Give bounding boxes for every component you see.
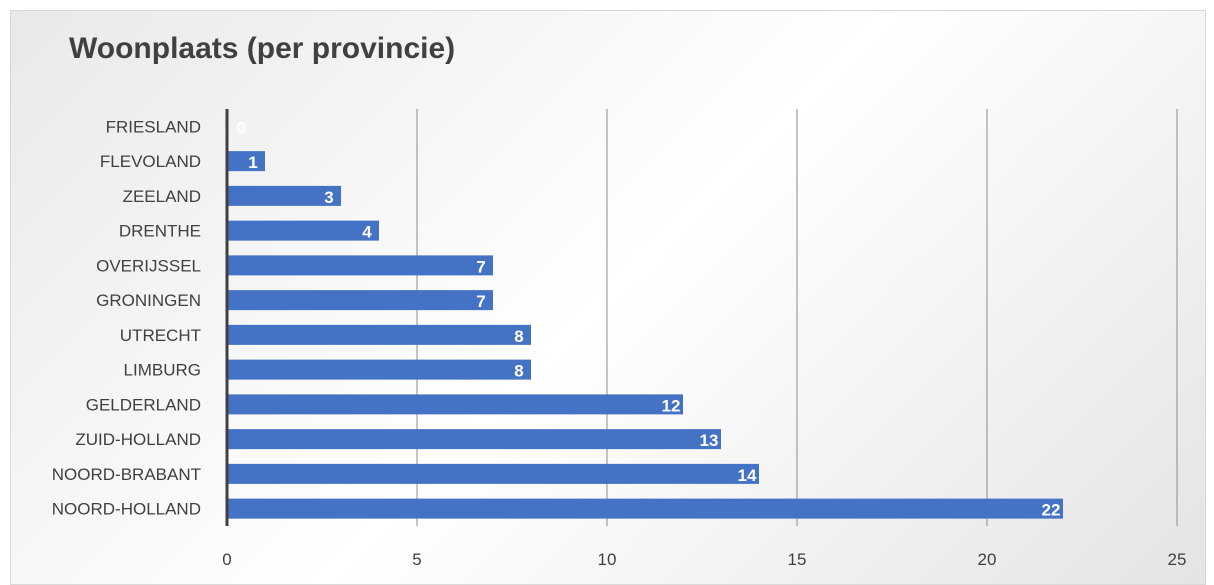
category-label: NOORD-HOLLAND [52,500,201,519]
data-label: 14 [738,466,757,485]
chart-frame [10,10,1206,585]
data-label: 4 [362,223,372,242]
bar [228,359,531,380]
data-label: 12 [662,396,681,415]
bar [228,220,379,241]
data-label: 0 [236,118,245,137]
category-label: GELDERLAND [86,395,201,414]
x-tick-label: 10 [598,550,617,569]
data-label: 7 [476,292,485,311]
category-label: ZEELAND [123,187,201,206]
category-label: ZUID-HOLLAND [75,430,201,449]
bar [228,290,493,311]
x-tick-label: 0 [222,550,231,569]
x-tick-label: 25 [1168,550,1187,569]
chart-title: Woonplaats (per provincie) [69,32,456,65]
bar [228,429,721,450]
category-label: NOORD-BRABANT [52,465,201,484]
bar [228,394,683,415]
bar [228,255,493,276]
category-label: DRENTHE [119,222,201,241]
bar [228,185,341,206]
data-label: 8 [514,362,523,381]
gridlines [416,109,1178,526]
category-label: LIMBURG [124,361,201,380]
x-tick-label: 15 [788,550,807,569]
bar [228,151,265,172]
bar [228,463,759,484]
bar [228,324,531,345]
data-label: 3 [324,188,333,207]
data-label: 22 [1042,501,1061,520]
data-label: 8 [514,327,523,346]
data-label: 13 [700,431,719,450]
bars [228,151,1063,519]
data-label: 1 [248,153,257,172]
bar [228,498,1063,519]
category-label: OVERIJSSEL [96,256,201,275]
category-label: UTRECHT [120,326,201,345]
category-label: GRONINGEN [96,291,201,310]
x-tick-label: 20 [978,550,997,569]
category-label: FRIESLAND [106,117,201,136]
x-tick-label: 5 [412,550,421,569]
data-label: 7 [476,257,485,276]
category-label: FLEVOLAND [100,152,201,171]
